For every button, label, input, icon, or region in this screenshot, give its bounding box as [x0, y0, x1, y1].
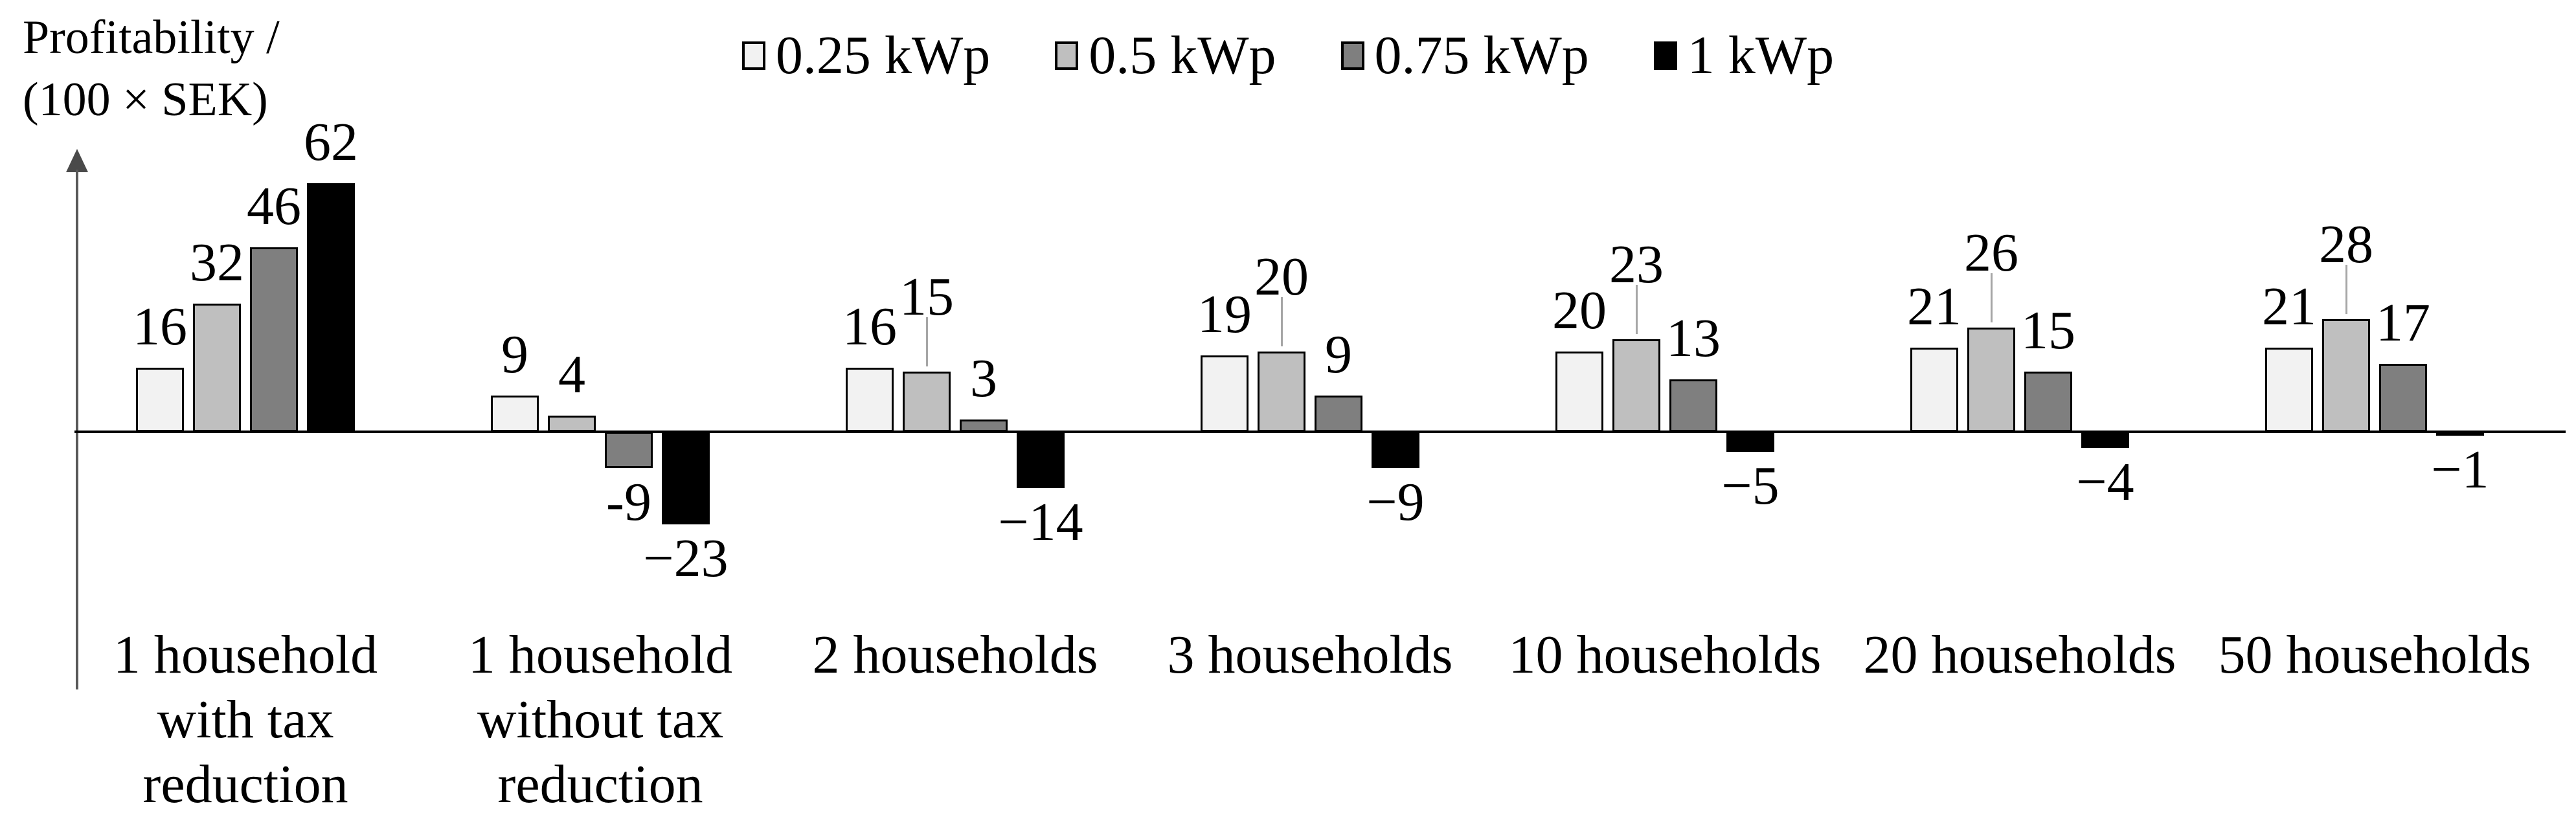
- bar-0.75kWp-2: [605, 432, 653, 468]
- y-axis-line: [76, 170, 78, 689]
- bar-0.5kWp-7: [2322, 319, 2370, 432]
- category-label: 20 households: [1838, 623, 2201, 688]
- bar-value-label: 26: [1964, 222, 2018, 283]
- bar-value-label: -9: [606, 471, 651, 532]
- bar-0.5kWp-2: [548, 416, 596, 432]
- label-leader-line: [1635, 285, 1638, 335]
- bar-value-label: 4: [558, 344, 585, 405]
- bar-0.25kWp-3: [846, 367, 894, 432]
- category-label: 1 household without tax reduction: [419, 623, 782, 817]
- category-label: 1 household with tax reduction: [64, 623, 427, 817]
- bar-value-label: 13: [1666, 308, 1721, 369]
- legend-label: 0.75 kWp: [1374, 25, 1589, 85]
- legend-marker-icon: [1340, 41, 1364, 70]
- category-label-line: with tax: [157, 689, 334, 750]
- category-label: 50 households: [2193, 623, 2556, 688]
- bar-value-label: 28: [2319, 214, 2373, 275]
- category-label: 2 households: [774, 623, 1136, 688]
- category-label-line: without tax: [477, 689, 724, 750]
- legend-label: 0.25 kWp: [775, 25, 991, 85]
- legend-marker-icon: [741, 41, 765, 70]
- bar-value-label: −14: [998, 491, 1083, 552]
- bar-0.5kWp-1: [193, 303, 241, 432]
- legend-item-1kWp: 1 kWp: [1653, 25, 1835, 87]
- bar-0.25kWp-1: [136, 367, 184, 432]
- bar-1kWp-4: [1372, 432, 1419, 468]
- bar-value-label: 15: [899, 267, 954, 327]
- bar-0.75kWp-3: [960, 420, 1008, 432]
- category-label-line: 10 households: [1508, 625, 1822, 685]
- legend-item-0.5kWp: 0.5 kWp: [1055, 25, 1276, 87]
- bar-value-label: 23: [1609, 234, 1664, 295]
- bar-value-label: 16: [133, 296, 187, 357]
- category-label-line: 1 household: [468, 625, 733, 685]
- y-axis-title: Profitability / (100 × SEK): [23, 6, 280, 131]
- bar-value-label: 3: [970, 348, 997, 409]
- category-label-line: 50 households: [2218, 625, 2531, 685]
- bar-1kWp-7: [2436, 432, 2484, 436]
- bar-0.25kWp-7: [2265, 347, 2313, 432]
- y-axis-arrow-icon: [66, 149, 88, 172]
- category-label-line: 1 household: [113, 625, 378, 685]
- bar-0.5kWp-4: [1258, 352, 1305, 432]
- x-axis-baseline: [74, 431, 2566, 433]
- bar-value-label: 9: [501, 324, 528, 385]
- bar-value-label: 46: [247, 175, 301, 236]
- bar-0.25kWp-6: [1910, 347, 1958, 432]
- bar-1kWp-3: [1017, 432, 1065, 488]
- legend-item-0.25kWp: 0.25 kWp: [741, 25, 991, 87]
- legend-marker-icon: [1653, 41, 1677, 70]
- bar-0.75kWp-6: [2024, 372, 2072, 432]
- bar-value-label: 9: [1325, 324, 1352, 385]
- label-leader-line: [925, 317, 928, 366]
- bar-value-label: 20: [1254, 247, 1309, 307]
- category-label: 10 households: [1484, 623, 1846, 688]
- legend-marker-icon: [1055, 41, 1079, 70]
- bar-value-label: 32: [190, 232, 244, 293]
- bar-0.25kWp-5: [1555, 352, 1603, 432]
- bar-value-label: 19: [1197, 284, 1252, 345]
- label-leader-line: [2345, 265, 2347, 315]
- bar-0.5kWp-6: [1967, 327, 2015, 432]
- bar-value-label: −4: [2076, 451, 2134, 512]
- legend-label: 0.5 kWp: [1089, 25, 1276, 85]
- bar-0.75kWp-7: [2379, 363, 2427, 432]
- bar-0.5kWp-5: [1612, 339, 1660, 432]
- bar-value-label: −9: [1366, 471, 1425, 532]
- bar-value-label: 21: [1907, 276, 1961, 337]
- category-label-line: reduction: [142, 754, 348, 814]
- y-axis-title-line2: (100 × SEK): [23, 73, 268, 126]
- legend-label: 1 kWp: [1687, 25, 1835, 85]
- bar-value-label: 16: [842, 296, 897, 357]
- bar-value-label: 15: [2021, 300, 2075, 361]
- bar-1kWp-2: [662, 432, 710, 524]
- category-label-line: 20 households: [1863, 625, 2176, 685]
- bar-0.25kWp-4: [1201, 355, 1248, 432]
- bar-value-label: 20: [1552, 280, 1607, 341]
- category-label-line: 3 households: [1167, 625, 1453, 685]
- bar-value-label: 62: [304, 111, 358, 172]
- bar-0.25kWp-2: [491, 396, 539, 432]
- category-label-line: 2 households: [812, 625, 1098, 685]
- category-label: 3 households: [1129, 623, 1491, 688]
- bar-1kWp-5: [1726, 432, 1774, 452]
- legend-item-0.75kWp: 0.75 kWp: [1340, 25, 1589, 87]
- bar-0.75kWp-1: [250, 247, 298, 432]
- bar-value-label: −5: [1721, 456, 1779, 516]
- category-label-line: reduction: [497, 754, 703, 814]
- bar-1kWp-1: [307, 183, 355, 432]
- chart-legend: 0.25 kWp 0.5 kWp 0.75 kWp 1 kWp: [0, 25, 2576, 87]
- bar-0.5kWp-3: [903, 372, 951, 432]
- bar-value-label: −1: [2431, 440, 2489, 500]
- bar-1kWp-6: [2081, 432, 2129, 448]
- bar-0.75kWp-4: [1315, 396, 1362, 432]
- bar-value-label: −23: [643, 528, 729, 588]
- bar-value-label: 17: [2376, 292, 2430, 353]
- label-leader-line: [1990, 273, 1993, 322]
- bar-value-label: 21: [2262, 276, 2316, 337]
- label-leader-line: [1280, 297, 1283, 346]
- bar-0.75kWp-5: [1669, 379, 1717, 432]
- y-axis-title-line1: Profitability /: [23, 11, 280, 64]
